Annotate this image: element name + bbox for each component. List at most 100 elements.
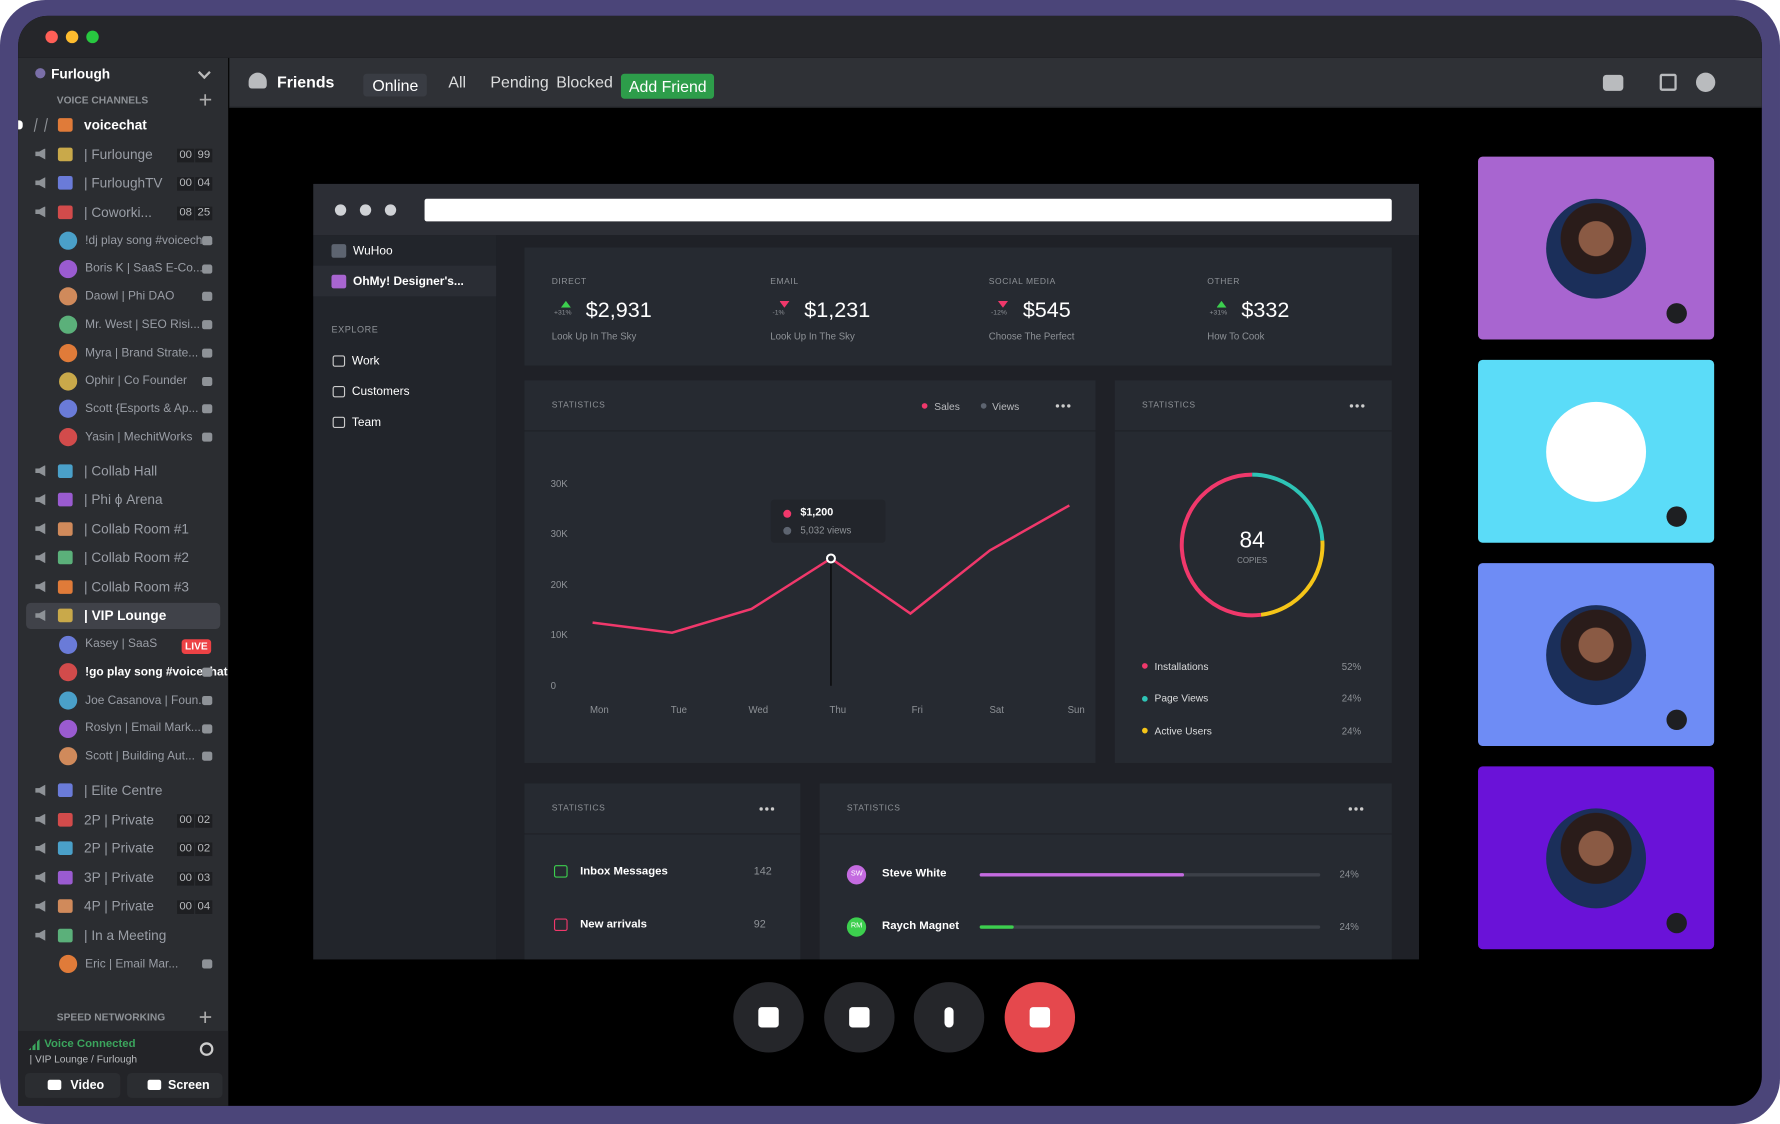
person-name[interactable]: Raych Magnet <box>882 919 960 933</box>
member-name[interactable]: !dj play song #voicechat <box>85 233 213 248</box>
channel-name[interactable]: | Collab Room #3 <box>84 578 190 595</box>
more-dot[interactable] <box>1361 404 1365 408</box>
channel-name[interactable]: | Collab Room #2 <box>84 549 190 566</box>
call-button-icon <box>944 1007 954 1028</box>
more-dot[interactable] <box>1349 404 1354 408</box>
speaker-icon <box>35 148 46 160</box>
new-dm-icon[interactable] <box>1602 74 1624 91</box>
window-control[interactable] <box>65 30 79 44</box>
trend-arrow <box>560 300 572 308</box>
add-icon[interactable] <box>199 94 212 106</box>
channel-name[interactable]: voicechat <box>84 116 147 133</box>
progress-track <box>979 924 1321 929</box>
friends-tab[interactable]: Blocked <box>556 72 613 91</box>
row-label[interactable]: Inbox Messages <box>580 865 668 878</box>
member-name[interactable]: Boris K | SaaS E-Co... <box>85 261 203 276</box>
card-value: $2,931 <box>585 298 652 322</box>
channel-name[interactable]: | In a Meeting <box>84 927 167 944</box>
disconnect-icon[interactable] <box>199 1042 214 1056</box>
channel-name[interactable]: | Furlounge <box>84 145 153 162</box>
window-control[interactable] <box>86 30 99 44</box>
row-label[interactable]: New arrivals <box>580 918 647 932</box>
more-dot[interactable] <box>759 807 763 811</box>
button-label[interactable]: Screen <box>168 1078 210 1092</box>
speaker-icon <box>35 465 46 477</box>
member-name[interactable]: Scott {Esports & Ap... <box>85 401 199 416</box>
help-icon[interactable] <box>1695 72 1716 92</box>
initials-badge <box>846 917 867 937</box>
mic-badge <box>1666 303 1687 324</box>
server-name[interactable]: Furlough <box>51 65 111 82</box>
channel-name[interactable]: 4P | Private <box>84 898 154 915</box>
more-dot[interactable] <box>1061 404 1065 408</box>
nav-icon <box>332 386 346 398</box>
more-dot[interactable] <box>1359 807 1364 811</box>
member-name[interactable]: !go play song #voicechat <box>85 665 228 680</box>
channel-name[interactable]: | Elite Centre <box>84 782 163 799</box>
cards-panel <box>524 247 1392 366</box>
channel-name[interactable]: | Collab Room #1 <box>84 520 190 537</box>
member-name[interactable]: Scott | Building Aut... <box>85 749 195 764</box>
channel-name[interactable]: | VIP Lounge <box>84 607 167 624</box>
member-name[interactable]: Joe Casanova | Foun... <box>85 693 209 708</box>
speaker-icon <box>35 871 46 883</box>
nav-link[interactable]: Team <box>351 415 382 429</box>
user-count: 02 <box>195 842 213 857</box>
channel-name[interactable]: 3P | Private <box>84 869 154 886</box>
channel-emoji <box>57 899 73 913</box>
member-avatar <box>59 635 78 654</box>
channel-emoji <box>57 521 73 536</box>
member-name[interactable]: Roslyn | Email Mark... <box>85 721 201 736</box>
speaker-icon <box>35 522 46 535</box>
speaker-icon <box>35 494 46 506</box>
channel-name[interactable]: 2P | Private <box>84 811 154 828</box>
add-friend-button[interactable]: Add Friend <box>620 73 715 99</box>
channel-emoji <box>57 492 73 507</box>
person-name[interactable]: Steve White <box>882 867 947 880</box>
friends-tab[interactable]: All <box>448 72 467 91</box>
more-dot[interactable] <box>1354 807 1358 811</box>
friends-tab[interactable]: Online <box>363 73 428 97</box>
friends-tab[interactable]: Pending <box>490 72 549 91</box>
card-caption: How To Cook <box>1207 330 1265 342</box>
member-avatar <box>59 343 78 362</box>
more-dot[interactable] <box>770 807 775 811</box>
more-dot[interactable] <box>765 807 769 811</box>
channel-name[interactable]: | Collab Hall <box>84 462 158 479</box>
add-icon[interactable] <box>199 1011 212 1023</box>
member-name[interactable]: Myra | Brand Strate... <box>85 345 199 360</box>
member-status <box>202 404 213 414</box>
member-name[interactable]: Mr. West | SEO Risi... <box>85 317 200 332</box>
y-axis-label: 10K <box>550 629 568 641</box>
channel-name[interactable]: 2P | Private <box>84 840 154 857</box>
voice-button[interactable] <box>24 1072 121 1098</box>
nav-icon <box>332 416 346 429</box>
member-name[interactable]: Kasey | SaaS <box>85 637 158 651</box>
member-name[interactable]: Eric | Email Mar... <box>85 956 179 971</box>
member-name[interactable]: Ophir | Co Founder <box>85 373 187 388</box>
nav-link[interactable]: Work <box>351 353 380 368</box>
panel-divider <box>1114 430 1392 432</box>
member-name[interactable]: Yasin | MechitWorks <box>85 429 193 444</box>
member-name[interactable]: Daowl | Phi DAO <box>85 289 175 304</box>
more-dot[interactable] <box>1055 404 1060 408</box>
window-control[interactable] <box>45 30 58 44</box>
more-dot[interactable] <box>1355 404 1359 408</box>
channel-name[interactable]: | FurloughTV <box>84 174 163 191</box>
workspace-name[interactable]: WuHoo <box>353 243 393 258</box>
inbox-icon[interactable] <box>1659 73 1677 91</box>
button-label[interactable]: Video <box>70 1078 105 1092</box>
address-bar[interactable] <box>424 198 1392 222</box>
channel-name[interactable]: | Phi ϕ Arena <box>84 491 163 508</box>
toolbar-dot <box>359 204 372 216</box>
more-dot[interactable] <box>1067 404 1071 408</box>
legend-label: Installations <box>1154 660 1209 672</box>
member-avatar <box>59 663 78 682</box>
workspace-name[interactable]: OhMy! Designer's... <box>353 274 464 289</box>
voice-button[interactable] <box>127 1072 223 1098</box>
more-dot[interactable] <box>1348 807 1353 811</box>
card-change: -12% <box>991 309 1007 317</box>
trend-arrow <box>779 300 790 308</box>
nav-link[interactable]: Customers <box>351 384 410 399</box>
channel-name[interactable]: | Coworki... <box>84 203 152 220</box>
